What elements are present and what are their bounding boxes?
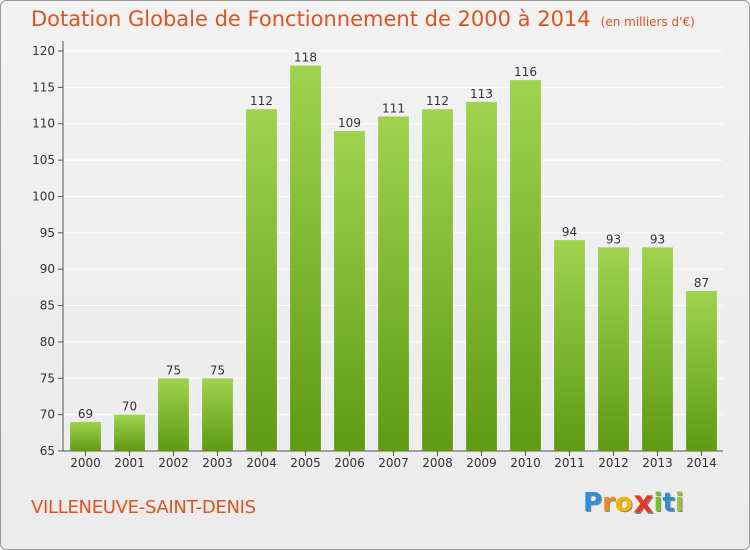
- bar: [466, 101, 497, 451]
- bar: [334, 131, 365, 451]
- logo-letter: t: [662, 488, 675, 518]
- x-tick-label: 2005: [290, 456, 321, 470]
- bar: [158, 378, 189, 451]
- x-tick-label: 2006: [334, 456, 365, 470]
- x-tick-label: 2014: [686, 456, 717, 470]
- data-label: 118: [294, 51, 317, 65]
- x-tick-label: 2008: [422, 456, 453, 470]
- x-tick-label: 2010: [510, 456, 541, 470]
- bar: [510, 80, 541, 451]
- logo-letter: i: [674, 488, 684, 518]
- x-tick-label: 2009: [466, 456, 497, 470]
- data-label: 94: [562, 225, 577, 239]
- title-text: Dotation Globale de Fonctionnement de 20…: [31, 7, 591, 31]
- bar: [290, 65, 321, 451]
- y-tick-label: 65: [40, 444, 55, 458]
- bar: [114, 414, 145, 451]
- x-tick-label: 2000: [70, 456, 101, 470]
- bar: [378, 116, 409, 452]
- proxiti-logo: Proxiti: [583, 485, 684, 521]
- logo-letter: i: [653, 488, 663, 518]
- y-tick-label: 110: [32, 117, 55, 131]
- bar: [202, 378, 233, 451]
- bar: [246, 109, 277, 451]
- chart-title: Dotation Globale de Fonctionnement de 20…: [31, 7, 695, 31]
- x-tick-label: 2013: [642, 456, 673, 470]
- x-tick-label: 2007: [378, 456, 409, 470]
- y-tick-label: 80: [40, 335, 55, 349]
- logo-letter: o: [614, 488, 633, 518]
- bar: [422, 109, 453, 451]
- data-label: 111: [382, 101, 405, 115]
- data-label: 70: [122, 400, 137, 414]
- bar: [642, 247, 673, 451]
- x-tick-label: 2012: [598, 456, 629, 470]
- y-tick-label: 75: [40, 371, 55, 385]
- logo-letter: x: [633, 485, 654, 521]
- commune-name: VILLENEUVE-SAINT-DENIS: [31, 497, 256, 518]
- y-tick-label: 90: [40, 262, 55, 276]
- y-tick-label: 120: [32, 44, 55, 58]
- data-label: 112: [426, 94, 449, 108]
- bar: [70, 421, 101, 451]
- data-label: 112: [250, 94, 273, 108]
- x-tick-label: 2011: [554, 456, 585, 470]
- y-tick-label: 70: [40, 408, 55, 422]
- y-tick-label: 115: [32, 80, 55, 94]
- chart-subtitle: (en milliers d'€): [600, 15, 695, 29]
- x-tick-label: 2003: [202, 456, 233, 470]
- x-tick-label: 2004: [246, 456, 277, 470]
- y-tick-label: 100: [32, 189, 55, 203]
- logo-letter: P: [583, 488, 603, 518]
- data-label: 75: [210, 363, 225, 377]
- logo-letter: r: [602, 488, 615, 518]
- data-label: 113: [470, 87, 493, 101]
- data-label: 69: [78, 407, 93, 421]
- data-label: 116: [514, 65, 537, 79]
- y-tick-label: 105: [32, 153, 55, 167]
- data-label: 109: [338, 116, 361, 130]
- y-tick-label: 85: [40, 299, 55, 313]
- x-tick-label: 2001: [114, 456, 145, 470]
- bar: [554, 240, 585, 451]
- data-label: 87: [694, 276, 709, 290]
- x-tick-label: 2002: [158, 456, 189, 470]
- data-label: 93: [650, 232, 665, 246]
- bar: [598, 247, 629, 451]
- bar: [686, 291, 717, 451]
- y-tick-label: 95: [40, 226, 55, 240]
- data-label: 93: [606, 232, 621, 246]
- data-label: 75: [166, 363, 181, 377]
